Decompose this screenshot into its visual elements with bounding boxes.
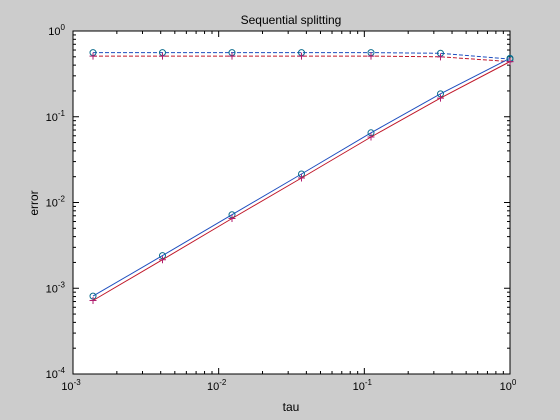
data-point <box>158 52 166 60</box>
data-point <box>436 94 444 102</box>
data-point <box>297 52 305 60</box>
data-point <box>297 174 305 182</box>
data-point <box>367 52 375 60</box>
x-tick-label: 100 <box>500 378 517 393</box>
chart-title: Sequential splitting <box>241 13 342 27</box>
y-tick-label: 10-1 <box>46 109 66 124</box>
y-tick-label: 100 <box>48 23 65 38</box>
x-tick-label: 10-2 <box>207 378 227 393</box>
x-tick-label: 10-1 <box>353 378 373 393</box>
data-point <box>158 256 166 264</box>
data-point <box>89 296 97 304</box>
y-axis-label: error <box>27 190 41 215</box>
data-point <box>506 58 514 66</box>
y-tick-label: 10-3 <box>46 280 66 295</box>
plot-series <box>89 49 514 304</box>
x-tick-label: 10-3 <box>61 378 81 393</box>
data-point <box>228 215 236 223</box>
y-tick-label: 10-2 <box>46 195 66 210</box>
series-line-3 <box>92 57 511 297</box>
data-point <box>436 53 444 61</box>
x-axis-label: tau <box>283 400 300 414</box>
data-point <box>89 52 97 60</box>
data-point <box>228 52 236 60</box>
y-tick-label: 10-4 <box>46 366 66 381</box>
data-point <box>367 133 375 141</box>
axes-background <box>72 30 511 375</box>
